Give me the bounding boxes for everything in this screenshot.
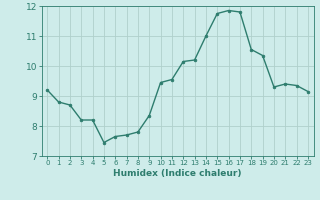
X-axis label: Humidex (Indice chaleur): Humidex (Indice chaleur) <box>113 169 242 178</box>
